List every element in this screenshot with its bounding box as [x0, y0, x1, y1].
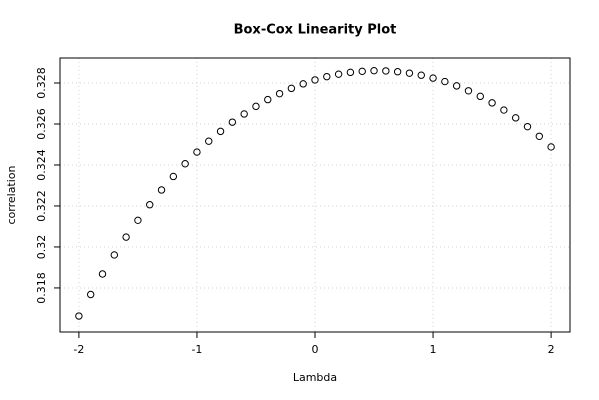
point	[311, 76, 319, 84]
point	[429, 74, 437, 82]
x-tick-label: -2	[73, 343, 84, 356]
point	[393, 68, 402, 76]
point	[370, 67, 378, 75]
y-axis-label: correlation	[5, 165, 18, 224]
point	[358, 67, 366, 76]
point	[157, 186, 166, 194]
point	[405, 69, 414, 77]
point	[205, 137, 213, 145]
point	[500, 106, 508, 114]
y-tick-label: 0.322	[35, 190, 48, 222]
y-tick-label: 0.32	[35, 235, 48, 260]
point	[287, 84, 296, 93]
x-tick-label: 2	[548, 343, 555, 356]
x-tick-label: 0	[312, 343, 319, 356]
point	[240, 110, 248, 118]
point	[511, 114, 520, 122]
point	[323, 72, 331, 81]
point	[228, 118, 237, 126]
point	[275, 89, 284, 98]
point	[441, 77, 449, 86]
point	[75, 312, 83, 320]
point	[216, 127, 225, 136]
point	[417, 71, 425, 79]
y-tick-label: 0.328	[35, 67, 48, 99]
point	[464, 87, 473, 95]
point	[181, 160, 189, 168]
point	[169, 172, 178, 181]
x-tick-label: -1	[191, 343, 202, 356]
point	[547, 143, 555, 151]
point	[146, 201, 154, 209]
point	[193, 148, 201, 156]
point	[346, 68, 355, 77]
y-tick-label: 0.318	[35, 272, 48, 304]
point	[86, 290, 95, 299]
point	[98, 270, 107, 278]
point	[252, 102, 260, 111]
point	[299, 80, 307, 88]
point	[134, 216, 142, 225]
x-tick-label: 1	[430, 343, 437, 356]
point	[264, 95, 272, 104]
y-tick-label: 0.324	[35, 149, 48, 181]
plot-frame	[59, 57, 571, 333]
y-tick-label: 0.326	[35, 108, 48, 140]
point	[452, 82, 461, 90]
point	[523, 122, 532, 131]
x-axis-label: Lambda	[293, 371, 337, 384]
point	[334, 70, 343, 78]
point	[110, 251, 119, 259]
point	[382, 67, 390, 75]
chart-title: Box-Cox Linearity Plot	[234, 23, 397, 38]
point	[488, 99, 496, 107]
point	[535, 132, 544, 140]
point	[476, 92, 484, 101]
point	[122, 233, 130, 241]
